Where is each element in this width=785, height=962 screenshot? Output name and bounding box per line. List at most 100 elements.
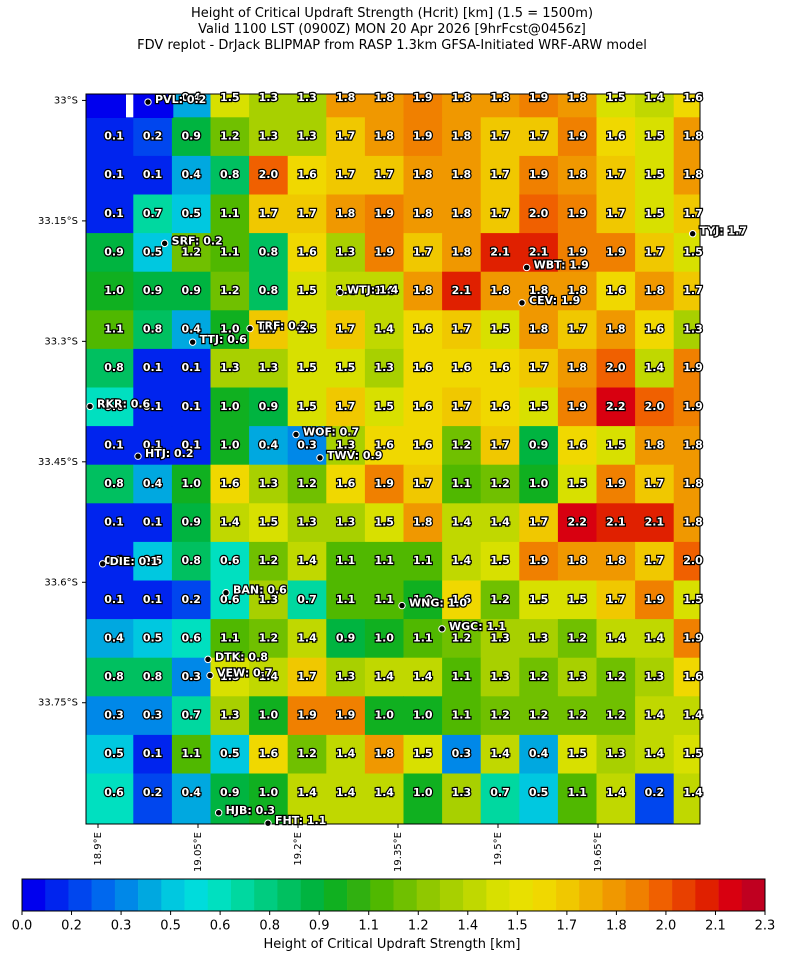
colorbar-tick-label: 1.4 [457,919,478,934]
cell-label: 1.3 [297,130,317,143]
cell-label: 0.5 [143,631,163,644]
cell-label: 0.1 [181,438,201,451]
cell-label: 0.8 [259,284,279,297]
cell-label: 0.3 [143,709,163,722]
grid-cell [326,464,366,504]
cell-label: 0.4 [104,631,124,644]
y-tick-label: 33.6°S [44,577,78,588]
cell-label: 0.1 [104,130,124,143]
grid-cell [326,387,366,427]
cell-label: 1.4 [452,516,472,529]
grid-cell [519,503,559,543]
grid-cell [596,580,636,620]
grid-cell [673,94,700,118]
cell-label: 1.8 [567,361,587,374]
cell-label: 0.8 [220,168,240,181]
grid-cell [635,657,675,697]
grid-cell [364,310,404,350]
grid-cell [86,348,134,388]
grid-cell [673,541,700,581]
cell-label: 2.0 [259,168,279,181]
grid-cell [133,734,173,774]
cell-label: 1.1 [181,747,201,760]
grid-cell [210,310,250,350]
grid-cell [210,194,250,234]
grid-cell [86,696,134,736]
grid-cell [133,387,173,427]
grid-cell [480,657,520,697]
cell-label: 1.7 [567,323,587,336]
grid-cell [403,348,443,388]
grid-cell [171,387,211,427]
cell-label: 1.9 [529,554,549,567]
colorbar-bin [22,879,46,911]
cell-label: 1.0 [220,323,240,336]
colorbar-bin [625,879,650,911]
grid-cell [596,773,636,824]
cell-label: 1.4 [220,516,240,529]
cell-label: 0.4 [181,168,201,181]
grid-cell [326,773,366,824]
cell-label: 1.9 [374,245,394,258]
grid-cell [210,271,250,311]
colorbar-bin [439,879,464,911]
grid-cell [249,348,289,388]
grid-cell [442,155,482,195]
station-label: WTJ: 1.4 [347,283,399,296]
cell-label: 1.7 [529,516,549,529]
cell-label: 1.2 [606,670,626,683]
colorbar-bin [323,879,348,911]
cell-label: 1.5 [645,207,665,220]
colorbar-bin [718,879,743,911]
grid-cell [635,194,675,234]
cell-label: 1.4 [297,554,317,567]
cell-label: 0.3 [452,747,472,760]
cell-label: 1.1 [374,593,394,606]
grid-cell [171,773,211,824]
grid-cell [557,155,597,195]
cell-label: 1.3 [220,709,240,722]
grid-cell [442,503,482,543]
cell-label: 1.0 [220,400,240,413]
grid-cell [673,464,700,504]
grid-cell [557,696,597,736]
colorbar-tick-label: 1.1 [358,919,379,934]
cell-label: 1.8 [490,91,510,104]
cell-label: 0.2 [181,593,201,606]
grid-cell [249,271,289,311]
grid-cell [635,619,675,659]
station-dot [246,324,254,333]
grid-cell [364,580,404,620]
cell-label: 1.8 [452,207,472,220]
grid-cell [326,619,366,659]
cell-label: 0.4 [181,323,201,336]
cell-label: 0.6 [104,786,124,799]
grid-cell [596,734,636,774]
cell-label: 0.8 [143,670,163,683]
station-label: VEW: 0.7 [217,666,273,679]
cell-label: 1.8 [374,747,394,760]
station-label: PVL: 0.2 [155,93,206,106]
grid-cell [635,426,675,466]
cell-label: 1.2 [297,477,317,490]
colorbar-bin [277,879,301,911]
cell-label: 0.8 [259,245,279,258]
cell-label: 1.2 [259,554,279,567]
grid-cell [326,734,366,774]
station-label: WNG: 1.0 [409,597,467,610]
grid-cell [673,310,700,350]
grid-cell [249,155,289,195]
grid-cell [596,426,636,466]
cell-label: 1.1 [567,786,587,799]
colorbar-tick-label: 2.0 [656,919,677,934]
cell-label: 1.9 [645,593,665,606]
cell-label: 1.8 [606,554,626,567]
cell-label: 1.1 [452,477,472,490]
cell-label: 1.6 [645,323,665,336]
cell-label: 1.7 [683,207,703,220]
grid-cell [287,271,327,311]
cell-label: 0.1 [143,593,163,606]
grid-cell [442,233,482,273]
grid-cell [86,580,134,620]
colorbar-tick-label: 1.5 [507,919,528,934]
